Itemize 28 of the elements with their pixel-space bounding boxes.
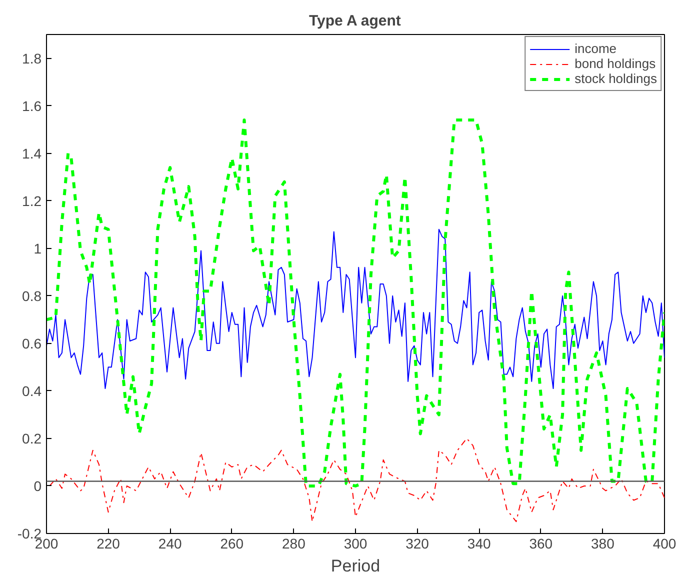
y-tick-label: 1.8	[22, 50, 42, 66]
x-tick-label: 300	[344, 536, 368, 552]
legend-label: stock holdings	[574, 71, 657, 86]
y-tick-label: 0.8	[22, 288, 42, 304]
y-tick-label: 0	[34, 478, 42, 494]
y-tick-label: 1.4	[22, 145, 42, 162]
x-tick-label: 340	[467, 536, 491, 552]
x-axis-title: Period	[330, 556, 380, 576]
legend-label: income	[574, 41, 617, 56]
y-tick-label: 0.6	[22, 335, 42, 352]
line-series	[46, 228, 664, 390]
x-tick-label: 260	[220, 536, 244, 552]
y-tick-label: 1.6	[22, 98, 42, 114]
x-tick-label: 360	[529, 536, 553, 552]
line-series	[49, 438, 664, 522]
legend-label: bond holdings	[574, 56, 656, 71]
x-tick-label: 240	[158, 536, 182, 552]
x-tick-label: 320	[406, 536, 430, 552]
y-tick-label: 1	[34, 240, 42, 256]
x-tick-label: 400	[652, 536, 676, 552]
y-tick-label: 1.2	[22, 192, 42, 209]
y-tick-label: 0.4	[22, 382, 42, 399]
y-tick-label: 0.2	[22, 430, 42, 446]
x-tick-label: 380	[591, 536, 615, 552]
chart-title: Type A agent	[308, 12, 401, 30]
x-tick-label: 220	[96, 536, 120, 552]
x-tick-label: 280	[282, 536, 306, 552]
line-series	[46, 118, 664, 488]
